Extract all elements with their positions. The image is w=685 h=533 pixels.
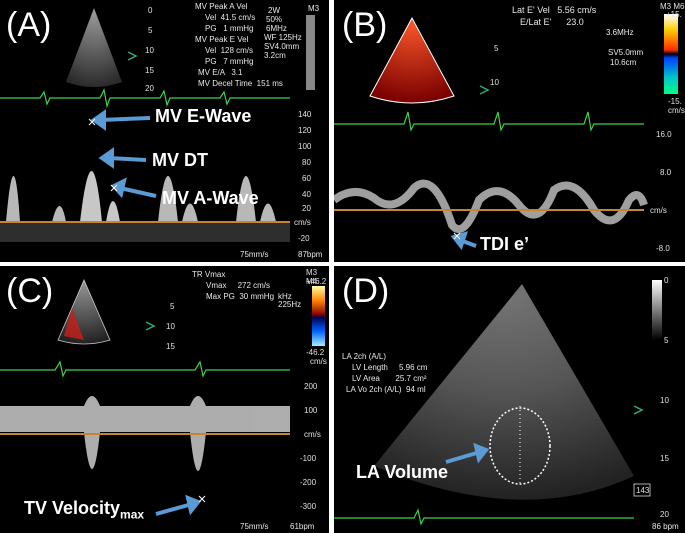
panel-c-graphics <box>0 278 325 516</box>
heart-rate: 87bpm <box>298 250 323 259</box>
panel-d: (D) LA 2ch (A/L) LV Length 5.96 cm LV Ar… <box>334 266 685 533</box>
mv-a-wave-label: MV A-Wave <box>162 188 259 208</box>
panel-b: (B) Lat E' Vel 5.56 cm/s E/Lat E' 23.0 3… <box>334 0 685 262</box>
grayscale-bar <box>306 15 315 90</box>
mv-dt-label: MV DT <box>152 150 208 170</box>
echo-sector-thumbnail <box>66 8 122 87</box>
doppler-spectrum <box>0 171 290 242</box>
tv-velocity-subscript: max <box>120 507 145 522</box>
doppler-spectrum <box>0 396 290 471</box>
annotation-arrow <box>445 442 490 464</box>
la-volume-label: LA Volume <box>356 462 449 482</box>
depth-marker <box>127 51 138 61</box>
tv-velocity-text: TV Velocity <box>24 498 121 518</box>
heart-rate-box-value: 143 <box>636 486 650 495</box>
panel-a-graphics <box>0 8 315 242</box>
grayscale-bar <box>652 280 662 340</box>
mv-e-wave-label: MV E-Wave <box>155 106 252 126</box>
la-volume-trace <box>489 407 551 485</box>
depth-marker <box>145 321 156 331</box>
ecg-trace <box>0 88 290 109</box>
tv-velocity-label: TV Velocitymax <box>24 498 144 522</box>
tdi-waveform <box>334 179 648 234</box>
sweep-speed: 75mm/s <box>240 522 269 531</box>
ecg-trace <box>334 111 644 132</box>
panel-b-label: (B) <box>342 6 388 44</box>
heart-rate: 86 bpm <box>652 522 679 531</box>
echo-sector <box>374 284 634 500</box>
annotation-arrow <box>155 494 202 516</box>
caliper-marker <box>453 232 461 240</box>
panel-a: (A) M3 0 5 10 15 20 MV Peak A Vel Vel 41… <box>0 0 329 262</box>
depth-marker <box>479 85 490 95</box>
heart-rate: 61bpm <box>290 522 315 531</box>
panel-d-graphics <box>334 280 662 526</box>
tdi-e-prime-label: TDI e’ <box>480 234 530 254</box>
annotation-arrows <box>90 109 157 199</box>
panel-c: (C) TR Vmax Vmax 272 cm/s Max PG 30 mmHg… <box>0 266 329 533</box>
panel-a-label: (A) <box>6 6 52 44</box>
panel-c-label: (C) <box>6 272 54 310</box>
ecg-trace <box>334 508 634 526</box>
caliper-marker <box>198 495 206 503</box>
tdi-sector-thumbnail <box>369 16 455 104</box>
panel-d-label: (D) <box>342 272 390 310</box>
panel-b-graphics <box>334 14 678 251</box>
sweep-speed: 75mm/s <box>240 250 269 259</box>
color-bar <box>312 286 325 346</box>
ecg-trace <box>0 360 290 378</box>
corner-label: M3 <box>308 4 320 13</box>
color-bar <box>664 14 678 94</box>
heart-rate-box <box>633 483 651 497</box>
annotation-arrow <box>450 231 477 251</box>
caliper-markers <box>88 118 118 192</box>
depth-marker <box>633 405 644 415</box>
